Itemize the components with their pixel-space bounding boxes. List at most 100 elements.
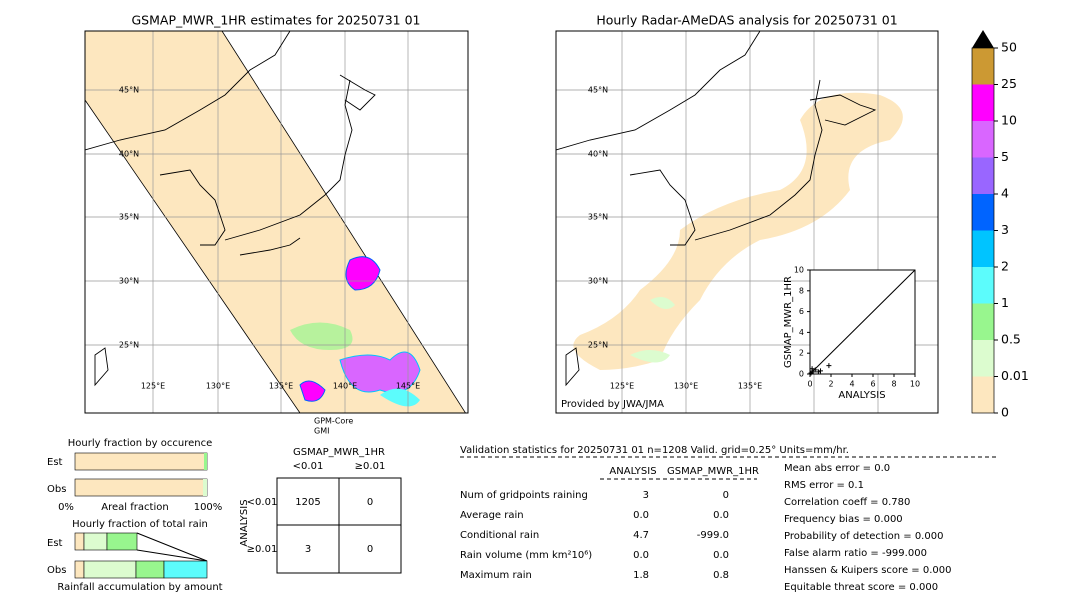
colorbar-segment	[972, 340, 994, 377]
row-label: Est	[47, 538, 63, 549]
lat-label: 25°N	[119, 341, 139, 350]
lat-label: 45°N	[588, 86, 608, 95]
lon-label: 125°E	[610, 382, 634, 391]
x-tick-label: 10	[910, 380, 920, 389]
stat-value: 4.7	[633, 530, 649, 541]
y-tick-label: 4	[799, 328, 804, 337]
lat-label: 40°N	[588, 150, 608, 159]
lon-label: 140°E	[333, 382, 357, 391]
col-header: <0.01	[293, 461, 324, 472]
y-tick-label: 6	[799, 307, 804, 316]
score: Equitable threat score = 0.000	[784, 582, 938, 593]
est-occurrence-bar	[74, 452, 208, 471]
colorbar-segment	[972, 267, 994, 304]
chart-footer: Rainfall accumulation by amount	[57, 582, 222, 593]
x-tick-label: 6	[870, 380, 875, 389]
table-cell: 3	[305, 544, 311, 555]
colorbar-label: 0.5	[1001, 332, 1021, 347]
score: Frequency bias = 0.000	[784, 514, 903, 525]
stat-value: 0.8	[713, 570, 729, 581]
lon-label: 130°E	[674, 382, 698, 391]
lon-label: 125°E	[141, 382, 165, 391]
y-axis-label: GSMAP_MWR_1HR	[783, 276, 794, 368]
scatter-point	[818, 368, 823, 374]
x-tick-label: 8	[891, 380, 896, 389]
row-label: Obs	[47, 565, 66, 576]
row-label: Est	[47, 457, 63, 468]
colorbar-label: 10	[1001, 113, 1017, 128]
y-tick-label: 0	[799, 370, 804, 379]
score: Probability of detection = 0.000	[784, 531, 943, 542]
map-title: Hourly Radar-AMeDAS analysis for 2025073…	[596, 13, 897, 28]
table-cell: 0	[367, 544, 373, 555]
obs-occurrence-bar	[74, 478, 208, 497]
chart-title: Hourly fraction by occurence	[68, 438, 212, 449]
colorbar-segment	[972, 376, 994, 413]
lat-label: 30°N	[119, 277, 139, 286]
satellite-label: GPM-Core	[314, 417, 353, 426]
col-header: ANALYSIS	[609, 466, 656, 477]
row-header: ≥0.01	[247, 544, 278, 555]
y-tick-label: 8	[799, 286, 804, 295]
scatter-point	[812, 367, 818, 373]
lat-label: 45°N	[119, 86, 139, 95]
obs-rain-bar	[83, 560, 137, 579]
row-header: <0.01	[247, 497, 278, 508]
lat-label: 35°N	[588, 213, 608, 222]
colorbar-segment	[972, 84, 994, 121]
y-tick-label: 2	[799, 349, 804, 358]
connector	[136, 532, 208, 562]
table-cell: 1205	[295, 497, 320, 508]
diagonal	[809, 269, 916, 375]
stat-label: Average rain	[460, 510, 524, 521]
colorbar-extend	[972, 30, 994, 48]
credit: Provided by JWA/JMA	[561, 399, 664, 410]
colorbar-label: 2	[1001, 259, 1009, 274]
scatter-point	[809, 366, 815, 372]
obs-rain-bar	[74, 560, 85, 579]
stat-value: 3	[643, 490, 649, 501]
stat-label: Rain volume (mm km²10⁶)	[460, 550, 592, 561]
lat-label: 25°N	[588, 341, 608, 350]
x-tick-label: 4	[849, 380, 854, 389]
score: Hanssen & Kuipers score = 0.000	[784, 565, 951, 576]
left-map-frame	[84, 30, 469, 414]
colorbar-segment	[972, 121, 994, 158]
colorbar-label: 1	[1001, 295, 1009, 310]
y-tick-label: 10	[794, 266, 804, 275]
validation-header: Validation statistics for 20250731 01 n=…	[460, 445, 849, 456]
score: False alarm ratio = -999.000	[784, 548, 927, 559]
colorbar-label: 5	[1001, 149, 1009, 164]
stat-value: 0	[723, 490, 729, 501]
lat-label: 30°N	[588, 277, 608, 286]
est-rain-bar	[74, 532, 85, 551]
stat-value: 0.0	[633, 550, 649, 561]
stat-value: 0.0	[633, 510, 649, 521]
lon-label: 135°E	[738, 382, 762, 391]
table-cell: 0	[367, 497, 373, 508]
colorbar-segment	[972, 48, 994, 85]
axis-label: 100%	[194, 502, 223, 513]
colorbar-label: 0.01	[1001, 368, 1029, 383]
score: Mean abs error = 0.0	[784, 463, 890, 474]
chart-title: Hourly fraction of total rain	[72, 519, 208, 530]
satellite-label: GMI	[314, 427, 329, 436]
lon-label: 130°E	[206, 382, 230, 391]
colorbar-segment	[972, 230, 994, 267]
right-map-frame	[555, 30, 939, 414]
row-label: Obs	[47, 484, 66, 495]
score: RMS error = 0.1	[784, 480, 864, 491]
col-header: ≥0.01	[355, 461, 386, 472]
axis-label: 0%	[58, 502, 74, 513]
x-axis-label: ANALYSIS	[838, 390, 885, 401]
obs-rain-bar	[163, 560, 208, 579]
lat-label: 40°N	[119, 150, 139, 159]
stat-label: Conditional rain	[460, 530, 539, 541]
stat-value: 1.8	[633, 570, 649, 581]
stat-value: 0.0	[713, 550, 729, 561]
est-rain-bar	[106, 532, 138, 551]
obs-rain-bar	[135, 560, 165, 579]
colorbar-segment	[972, 303, 994, 340]
lon-label: 135°E	[269, 382, 293, 391]
score: Correlation coeff = 0.780	[784, 497, 910, 508]
